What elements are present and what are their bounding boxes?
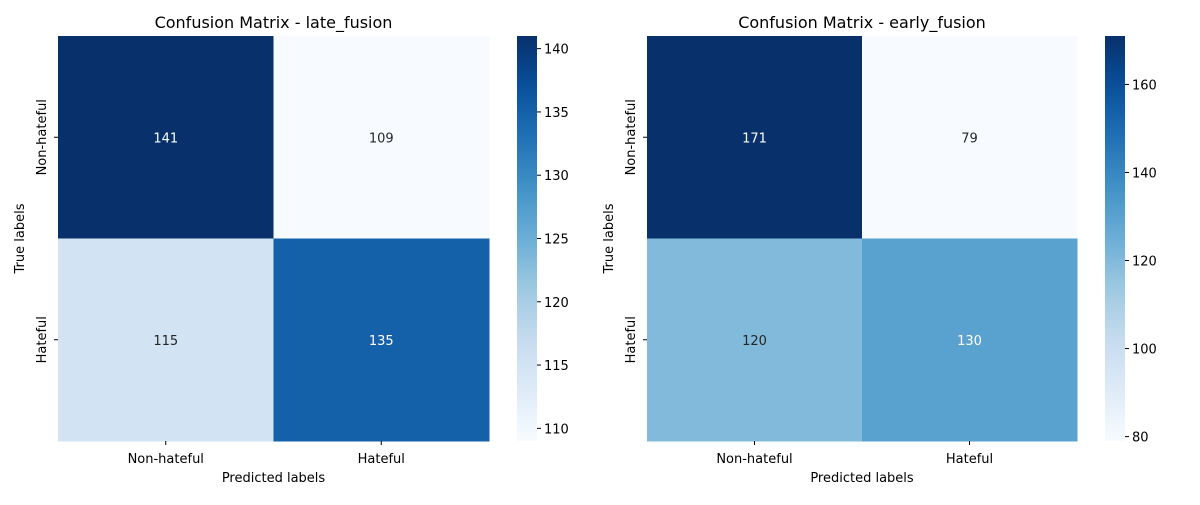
colorbar-tick-label: 120 [544, 296, 569, 311]
colorbar-tick-label: 140 [1132, 166, 1157, 181]
y-tick-label: Hateful [624, 316, 639, 363]
colorbar-tick-label: 135 [544, 106, 569, 121]
heatmap-panel-2: 171 79 120 130 Confusion Matrix - early_fusi… [602, 13, 1157, 486]
heatmap-panel-1: 141 109 115 135 Confusion Matrix - late_fusi… [13, 13, 569, 486]
colorbar [1105, 36, 1125, 441]
x-axis-label: Predicted labels [222, 471, 326, 486]
colorbar-tick-label: 130 [544, 169, 569, 184]
heatmap-cell-r2-c2 [273, 238, 490, 442]
y-axis-label: True labels [13, 203, 28, 274]
x-tick-label: Hateful [946, 452, 993, 467]
heatmap-cell-r1-c1 [58, 36, 274, 239]
x-tick-label: Non-hateful [128, 452, 204, 467]
cell-value-label: 135 [369, 334, 394, 349]
x-tick-label: Hateful [358, 452, 405, 467]
colorbar-tick-label: 115 [544, 359, 569, 374]
x-tick-label: Non-hateful [716, 452, 792, 467]
cell-value-label: 130 [957, 334, 982, 349]
chart-title: Confusion Matrix - late_fusion [155, 13, 393, 33]
y-axis-label: True labels [602, 203, 617, 274]
colorbar-tick-label: 80 [1132, 431, 1149, 446]
heatmap-cell-r2-c1 [647, 238, 863, 442]
cell-value-label: 109 [369, 131, 394, 146]
colorbar-tick-label: 125 [544, 233, 569, 248]
y-tick-label: Non-hateful [624, 99, 639, 175]
x-axis-label: Predicted labels [810, 471, 914, 486]
cell-value-label: 171 [742, 131, 767, 146]
colorbar [517, 36, 537, 441]
colorbar-tick-label: 140 [544, 43, 569, 58]
cell-value-label: 79 [961, 131, 978, 146]
heatmap-cell-r1-c1 [647, 36, 863, 239]
y-tick-label: Non-hateful [35, 99, 50, 175]
colorbar-tick-label: 100 [1132, 343, 1157, 358]
heatmap-cell-r1-c2 [273, 36, 490, 239]
cell-value-label: 115 [153, 334, 178, 349]
cell-value-label: 141 [153, 131, 178, 146]
heatmap-cell-r1-c2 [862, 36, 1078, 239]
heatmap-cell-r2-c2 [862, 238, 1078, 442]
y-tick-label: Hateful [35, 316, 50, 363]
cell-value-label: 120 [742, 334, 767, 349]
colorbar-tick-label: 160 [1132, 78, 1157, 93]
colorbar-tick-label: 110 [544, 422, 569, 437]
heatmap-cell-r2-c1 [58, 238, 274, 442]
chart-title: Confusion Matrix - early_fusion [738, 13, 986, 33]
colorbar-tick-label: 120 [1132, 255, 1157, 270]
